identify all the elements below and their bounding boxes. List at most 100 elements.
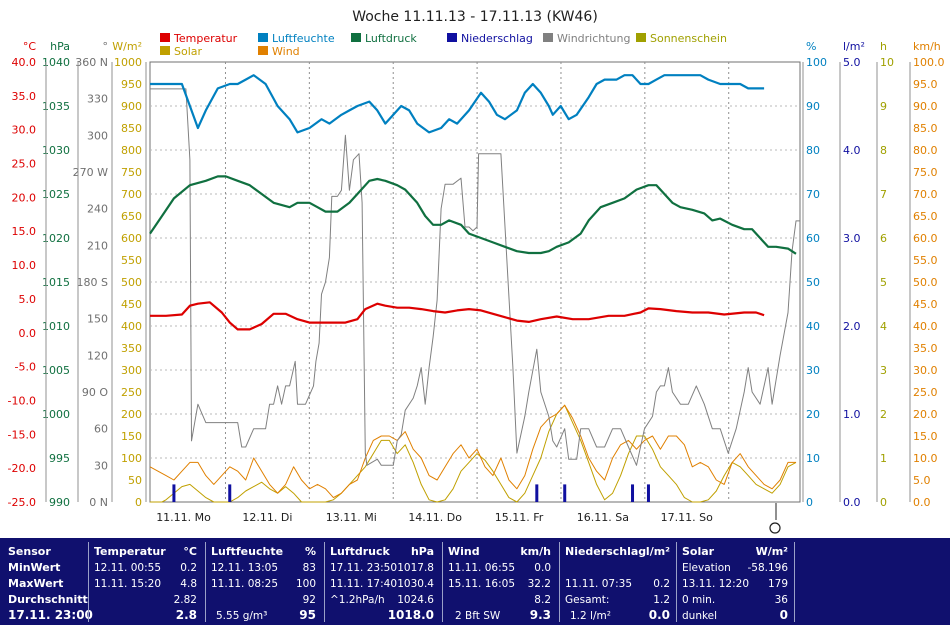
temp-tick-label: -25.0 [8,496,36,509]
temp-tick-label: -20.0 [8,462,36,475]
divider [88,542,89,622]
divider [442,542,443,622]
temp-unit-label: °C [23,40,37,53]
solar-tick-label: 0 [135,496,142,509]
temp-min-value: 0.2 [180,562,197,574]
solar-tick-label: 50 [128,474,142,487]
press-max-time: 11.11. 17:40 [330,578,397,590]
wind-tick-label: 25.0 [913,386,938,399]
wind-tick-label: 85.0 [913,122,938,135]
sun-tick-label: 5 [880,276,887,289]
solar-tick-label: 350 [121,342,142,355]
press-tick-label: 1030 [42,144,70,157]
series-line-solar [150,404,797,503]
sensor-head: Sensor [8,545,51,558]
wind-head: Wind [448,545,480,558]
hum-tick-label: 70 [806,188,820,201]
wind-tick-label: 10.0 [913,452,938,465]
wind-tick-label: 100.0 [913,56,945,69]
solar-tick-label: 650 [121,210,142,223]
hum-tick-label: 0 [806,496,813,509]
divider [559,542,560,622]
temp-tick-label: 15.0 [12,225,37,238]
solar-unit-label: W/m² [112,40,142,53]
legend-label: Luftdruck [365,32,417,45]
temp-tick-label: 30.0 [12,124,37,137]
current-time: 17.11. 23:00 [8,608,93,622]
x-tick-label: 13.11. Mi [326,511,377,524]
dir-tick-label: 30 [94,459,108,472]
press-current-value: 1018.0 [387,608,434,622]
axes: 40.035.030.025.020.015.010.05.00.0-5.0-1… [8,40,945,509]
hum-max-value: 100 [295,578,316,590]
press-tick-label: 1020 [42,232,70,245]
hum-tick-label: 30 [806,364,820,377]
solar-tick-label: 150 [121,430,142,443]
solar-unit: W/m² [755,545,788,558]
wind-direction: 2 Bft SW [455,610,501,622]
temp-tick-label: -15.0 [8,428,36,441]
rain-unit-label: l/m² [843,40,865,53]
temp-avg-value: 2.82 [173,594,197,606]
x-tick-label: 17.11. So [661,511,713,524]
legend-swatch [160,33,170,42]
hum-min-time: 12.11. 13:05 [211,562,278,574]
temp-tick-label: -5.0 [15,361,36,374]
x-tick-label: 11.11. Mo [156,511,211,524]
solar-max-value: 179 [767,578,788,590]
stats-col-sensor: Sensor MinWert MaxWert Durchschnitt 17.1… [0,538,93,625]
x-tick-label: 16.11. Sa [577,511,629,524]
temp-max-value: 4.8 [180,578,197,590]
legend-swatch [636,33,646,42]
press-tick-label: 1000 [42,408,70,421]
wind-tick-label: 80.0 [913,144,938,157]
temp-tick-label: 10.0 [12,259,37,272]
solar-tick-label: 700 [121,188,142,201]
wind-max-time: 15.11. 16:05 [448,578,515,590]
series-line-windrichtung [150,88,800,466]
chart-title: Woche 11.11.13 - 17.11.13 (KW46) [352,9,598,25]
legend-label: Luftfeuchte [272,32,335,45]
dir-tick-label: 300 [87,129,108,142]
sunshine-label: 0 min. [682,594,716,606]
durchschnitt-label: Durchschnitt [8,593,88,606]
hum-unit-label: % [806,40,816,53]
solar-tick-label: 1000 [114,56,142,69]
wind-max-value: 32.2 [527,578,551,590]
rain-tick-label: 0.0 [843,496,861,509]
solar-max-time: 13.11. 12:20 [682,578,749,590]
solar-tick-label: 900 [121,100,142,113]
stats-col-luftdruck: Luftdruck hPa 17.11. 23:50 1017.8 11.11.… [325,538,442,625]
x-tick-label: 15.11. Fr [495,511,544,524]
rain-tick-label: 5.0 [843,56,861,69]
wind-tick-label: 20.0 [913,408,938,421]
rain-tick-label: 1.0 [843,408,861,421]
rain-bar [172,484,176,502]
hum-unit: % [304,545,316,558]
solar-tick-label: 100 [121,452,142,465]
now-marker-icon [769,522,781,534]
hum-head: Luftfeuchte [211,545,284,558]
dir-tick-label: 90 O [82,386,108,399]
hum-tick-label: 100 [806,56,827,69]
solar-tick-label: 250 [121,386,142,399]
divider [794,542,795,622]
wind-avg-value: 8.2 [534,594,551,606]
x-axis-labels: 11.11. Mo 12.11. Di 13.11. Mi 14.11. Do 15.1… [156,511,713,524]
dir-tick-label: 150 [87,313,108,326]
dir-tick-label: 330 [87,93,108,106]
temp-min-time: 12.11. 00:55 [94,562,161,574]
press-unit: hPa [410,545,434,558]
now-marker [769,503,781,534]
temp-tick-label: 25.0 [12,158,37,171]
solar-tick-label: 200 [121,408,142,421]
temp-tick-label: -10.0 [8,394,36,407]
solar-tick-label: 500 [121,276,142,289]
press-tick-label: 995 [49,452,70,465]
temp-tick-label: 20.0 [12,191,37,204]
legend-swatch [160,46,170,55]
wind-tick-label: 60.0 [913,232,938,245]
press-tick-label: 1035 [42,100,70,113]
rain-max-time: 11.11. 07:35 [565,578,632,590]
sun-tick-label: 1 [880,452,887,465]
